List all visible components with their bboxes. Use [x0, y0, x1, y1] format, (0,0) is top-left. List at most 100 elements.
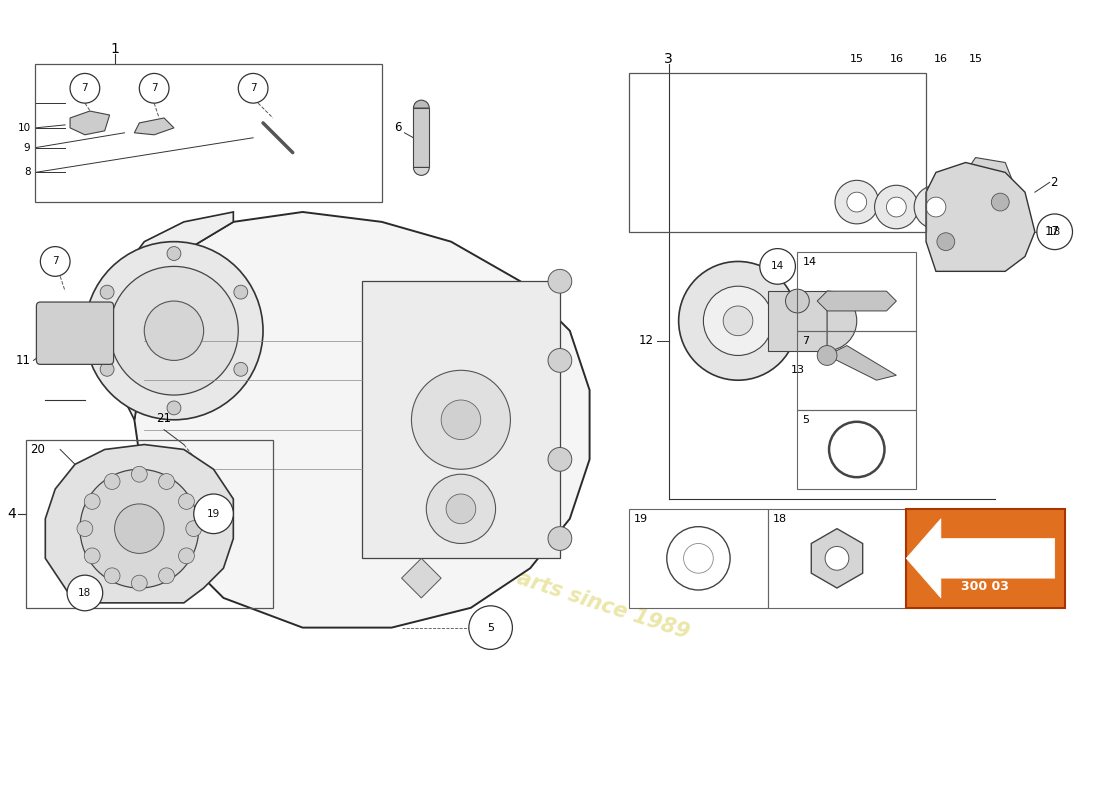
Circle shape — [67, 575, 102, 610]
Text: 4: 4 — [7, 507, 15, 521]
Text: 7: 7 — [802, 336, 810, 346]
Circle shape — [100, 286, 114, 299]
Circle shape — [114, 504, 164, 554]
Circle shape — [186, 521, 201, 537]
Circle shape — [447, 494, 476, 524]
Circle shape — [760, 249, 795, 284]
Circle shape — [1037, 214, 1072, 250]
Text: 18: 18 — [1048, 226, 1062, 237]
Circle shape — [131, 575, 147, 591]
Circle shape — [411, 370, 510, 470]
Circle shape — [178, 494, 195, 510]
Circle shape — [100, 362, 114, 376]
Polygon shape — [70, 111, 110, 134]
Circle shape — [158, 568, 175, 584]
Text: 10: 10 — [18, 123, 31, 133]
Circle shape — [548, 349, 572, 372]
Text: 15: 15 — [850, 54, 864, 63]
Bar — [25, 439, 273, 608]
Polygon shape — [817, 291, 896, 311]
Text: 7: 7 — [81, 83, 88, 94]
Circle shape — [104, 474, 120, 490]
Circle shape — [41, 246, 70, 276]
Circle shape — [847, 192, 867, 212]
Circle shape — [679, 262, 798, 380]
Text: 21: 21 — [156, 412, 172, 425]
Polygon shape — [104, 212, 233, 420]
Circle shape — [817, 346, 837, 366]
Polygon shape — [134, 118, 174, 134]
Wedge shape — [414, 100, 429, 108]
Circle shape — [441, 400, 481, 439]
Text: 11: 11 — [15, 354, 31, 367]
Text: 6: 6 — [394, 122, 402, 134]
Circle shape — [131, 466, 147, 482]
Text: a passion for parts since 1989: a passion for parts since 1989 — [349, 514, 692, 642]
Text: 7: 7 — [151, 83, 157, 94]
Circle shape — [158, 474, 175, 490]
Bar — [414, 108, 429, 167]
Polygon shape — [966, 158, 1015, 202]
Text: 5: 5 — [487, 622, 494, 633]
Circle shape — [548, 447, 572, 471]
Polygon shape — [134, 212, 590, 628]
Bar — [35, 63, 382, 202]
Wedge shape — [827, 291, 857, 350]
Circle shape — [144, 301, 204, 361]
Text: 18: 18 — [78, 588, 91, 598]
Text: 16: 16 — [890, 54, 903, 63]
Circle shape — [234, 286, 248, 299]
Circle shape — [167, 246, 180, 261]
Circle shape — [991, 193, 1009, 211]
Polygon shape — [827, 346, 896, 380]
Circle shape — [194, 494, 233, 534]
Circle shape — [178, 548, 195, 564]
Text: 19: 19 — [634, 514, 648, 524]
Circle shape — [785, 289, 810, 313]
Circle shape — [469, 606, 513, 650]
Text: 8: 8 — [24, 167, 31, 178]
Circle shape — [427, 474, 496, 543]
Text: 7: 7 — [52, 257, 58, 266]
Text: 19: 19 — [207, 509, 220, 519]
Circle shape — [825, 546, 849, 570]
Text: 14: 14 — [771, 262, 784, 271]
Bar — [629, 74, 926, 232]
Bar — [768, 291, 827, 350]
Wedge shape — [414, 167, 429, 175]
Polygon shape — [906, 518, 1055, 598]
Circle shape — [85, 494, 100, 510]
Circle shape — [835, 180, 879, 224]
Polygon shape — [402, 558, 441, 598]
Circle shape — [85, 242, 263, 420]
Text: 16: 16 — [934, 54, 948, 63]
Circle shape — [874, 186, 918, 229]
Bar — [629, 509, 768, 608]
Circle shape — [80, 470, 199, 588]
Bar — [798, 330, 916, 410]
Circle shape — [887, 197, 906, 217]
Text: 2: 2 — [1049, 176, 1057, 189]
Circle shape — [77, 521, 92, 537]
Circle shape — [140, 74, 169, 103]
Circle shape — [104, 568, 120, 584]
Circle shape — [914, 186, 958, 229]
Circle shape — [85, 548, 100, 564]
Text: 14: 14 — [802, 257, 816, 266]
FancyBboxPatch shape — [36, 302, 113, 364]
Circle shape — [548, 270, 572, 293]
Circle shape — [234, 362, 248, 376]
Circle shape — [167, 401, 180, 415]
Text: 9: 9 — [24, 142, 31, 153]
Text: 18: 18 — [772, 514, 786, 524]
Circle shape — [703, 286, 772, 355]
Bar — [768, 509, 906, 608]
Text: 7: 7 — [250, 83, 256, 94]
Circle shape — [70, 74, 100, 103]
Text: 13: 13 — [791, 366, 804, 375]
Text: 5: 5 — [802, 415, 810, 425]
Text: 1: 1 — [110, 42, 119, 56]
Text: 300 03: 300 03 — [961, 580, 1010, 593]
Polygon shape — [812, 529, 862, 588]
Polygon shape — [926, 162, 1035, 271]
